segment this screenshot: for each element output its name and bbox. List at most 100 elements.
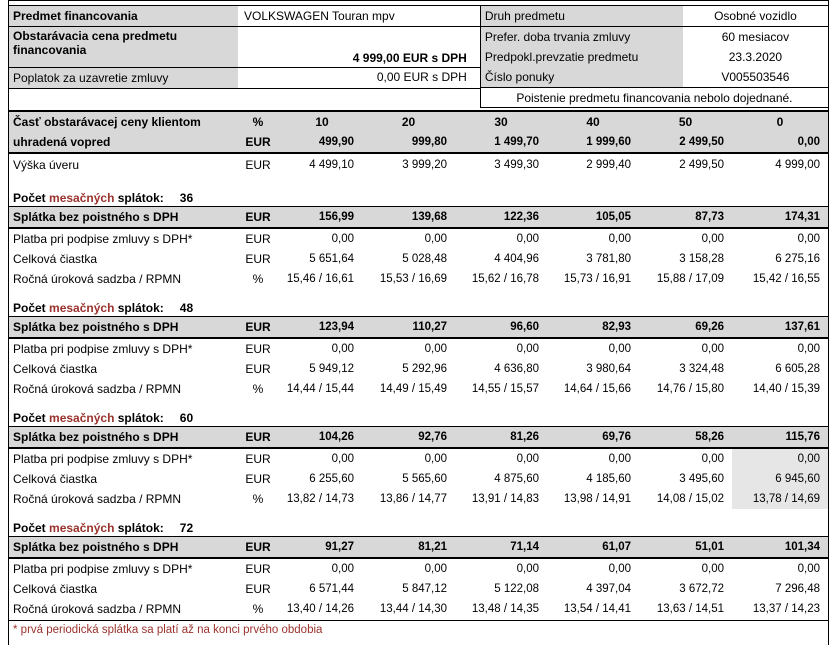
contract-info-table: Druh predmetu Osobné vozidlo Prefer. dob… — [479, 5, 828, 108]
row-label: Splátka bez poistného s DPH — [13, 430, 179, 444]
value-cell: 15,46 / 16,61 — [286, 273, 354, 285]
installment-row: Splátka bez poistného s DPH EUR 156,99 13… — [9, 206, 828, 229]
row-label: Výška úveru — [13, 158, 80, 172]
section-title: Počet mesačných splátok: 36 — [9, 189, 828, 206]
value-cell: 13,78 / 14,69 — [732, 489, 828, 509]
value-cell: 14,76 / 15,80 — [656, 383, 724, 395]
value-cell: 2 999,40 — [586, 159, 631, 171]
value-cell: 5 651,64 — [309, 253, 354, 265]
months-count: 48 — [179, 300, 194, 315]
value-cell: 6 605,28 — [775, 363, 820, 375]
value-cell: 15,88 / 17,09 — [656, 273, 724, 285]
value-cell: 0,00 — [797, 233, 820, 245]
footnote: * prvá periodická splátka sa platí až na… — [9, 620, 828, 636]
value-cell: 0,00 — [608, 233, 631, 245]
row-label: Celková čiastka — [13, 582, 98, 596]
value-cell: 13,44 / 14,30 — [379, 603, 447, 615]
row-label: Ročná úroková sadzba / RPMN — [13, 492, 182, 506]
total-amount-row: Celková čiastka EUR 5 651,64 5 028,48 4 40… — [9, 249, 828, 269]
installment-section-60: Počet mesačných splátok: 60 Splátka bez … — [9, 409, 828, 509]
value-cell: 0 — [776, 115, 784, 129]
value-cell: 5 565,60 — [402, 473, 447, 485]
value-cell: 0,00 — [797, 136, 820, 148]
unit-cell: EUR — [245, 582, 271, 596]
value-cell: 14,64 / 15,66 — [563, 383, 631, 395]
value-cell: 0,00 — [701, 233, 724, 245]
value-cell: 69,76 — [602, 431, 631, 443]
value-cell: 0,00 — [331, 453, 354, 465]
section-title: Počet mesačných splátok: 48 — [9, 299, 828, 316]
value-cell: 5 292,96 — [402, 363, 447, 375]
title-red-word: mesačných — [49, 190, 115, 205]
months-count: 72 — [179, 520, 194, 535]
value-cell: 3 499,30 — [494, 159, 539, 171]
value-cell: 0,00 — [516, 343, 539, 355]
value-cell: 0,00 — [701, 343, 724, 355]
value-cell: 3 672,72 — [679, 583, 724, 595]
total-amount-row: Celková čiastka EUR 5 949,12 5 292,96 4 63… — [9, 359, 828, 379]
value-cell: 87,73 — [695, 211, 724, 223]
installment-section-72: Počet mesačných splátok: 72 Splátka bez … — [9, 519, 828, 619]
value-cell: 14,44 / 15,44 — [286, 383, 354, 395]
value-cell: 96,60 — [510, 321, 539, 333]
value-cell: 4 185,60 — [586, 473, 631, 485]
title-prefix: Počet — [13, 300, 46, 315]
signing-payment-row: Platba pri podpise zmluvy s DPH* EUR 0,0… — [9, 559, 828, 579]
value-cell: 0,00 — [424, 343, 447, 355]
installment-row: Splátka bez poistného s DPH EUR 123,94 11… — [9, 316, 828, 339]
installment-section-48: Počet mesačných splátok: 48 Splátka bez … — [9, 299, 828, 399]
table-row: Predpokl.prevzatie predmetu 23.3.2020 — [480, 47, 828, 67]
value-cell: 4 397,04 — [586, 583, 631, 595]
value-cell: 1 999,60 — [586, 136, 631, 148]
signing-payment-row: Platba pri podpise zmluvy s DPH* EUR 0,0… — [9, 229, 828, 249]
value-cell: 0,00 — [424, 563, 447, 575]
table-row: Poplatok za uzavretie zmluvy 0,00 EUR s … — [9, 68, 480, 88]
installment-row: Splátka bez poistného s DPH EUR 91,27 81,… — [9, 536, 828, 559]
unit-cell: EUR — [245, 252, 271, 266]
unit-cell: EUR — [245, 540, 271, 554]
value-cell: 30 — [494, 115, 508, 129]
value-cell: 20 — [401, 115, 416, 129]
header-amount-row: uhradená vopred EUR 499,90 999,80 1 499,70… — [9, 132, 828, 152]
value-cell: 14,08 / 15,02 — [656, 493, 724, 505]
value-cell: 14,40 / 15,39 — [752, 383, 820, 395]
price-value: 4 999,00 EUR s DPH — [352, 51, 467, 65]
value-cell: 122,36 — [503, 211, 539, 223]
field-value: 60 mesiacov — [721, 30, 790, 44]
title-prefix: Počet — [13, 410, 46, 425]
months-count: 36 — [179, 190, 194, 205]
insurance-note: Poistenie predmetu financovania nebolo d… — [480, 87, 828, 107]
row-label: Ročná úroková sadzba / RPMN — [13, 382, 182, 396]
unit-cell: % — [252, 602, 264, 616]
value-cell: 13,98 / 14,91 — [563, 493, 631, 505]
value-cell: 10 — [315, 115, 329, 129]
unit-cell: % — [252, 492, 264, 506]
value-cell: 61,07 — [602, 541, 631, 553]
value-cell: 13,63 / 14,51 — [656, 603, 724, 615]
value-cell: 69,26 — [695, 321, 724, 333]
title-suffix: splátok: — [117, 190, 164, 205]
row-label: Ročná úroková sadzba / RPMN — [13, 272, 182, 286]
value-cell: 3 158,28 — [679, 253, 724, 265]
table-row: Predmet financovania VOLKSWAGEN Touran m… — [9, 6, 480, 27]
value-cell: 5 949,12 — [309, 363, 354, 375]
value-cell: 0,00 — [331, 563, 354, 575]
value-cell: 51,01 — [695, 541, 724, 553]
row-label: Splátka bez poistného s DPH — [13, 210, 179, 224]
value-cell: 2 499,50 — [679, 159, 724, 171]
value-cell: 14,49 / 15,49 — [379, 383, 447, 395]
value-cell: 5 847,12 — [402, 583, 447, 595]
value-cell: 15,42 / 16,55 — [752, 273, 820, 285]
row-label: Platba pri podpise zmluvy s DPH* — [13, 232, 193, 246]
unit-cell: EUR — [245, 472, 271, 486]
field-label-line: financovania — [13, 42, 87, 57]
value-cell: 5 122,08 — [494, 583, 539, 595]
installment-section-36: Počet mesačných splátok: 36 Splátka bez … — [9, 189, 828, 289]
row-label: Celková čiastka — [13, 362, 98, 376]
value-cell: 0,00 — [608, 563, 631, 575]
value-cell: 13,86 / 14,77 — [379, 493, 447, 505]
field-value: Osobné vozidlo — [714, 9, 797, 23]
total-amount-row: Celková čiastka EUR 6 255,60 5 565,60 4 87… — [9, 469, 828, 489]
value-cell: 82,93 — [602, 321, 631, 333]
value-cell: 104,26 — [318, 431, 354, 443]
